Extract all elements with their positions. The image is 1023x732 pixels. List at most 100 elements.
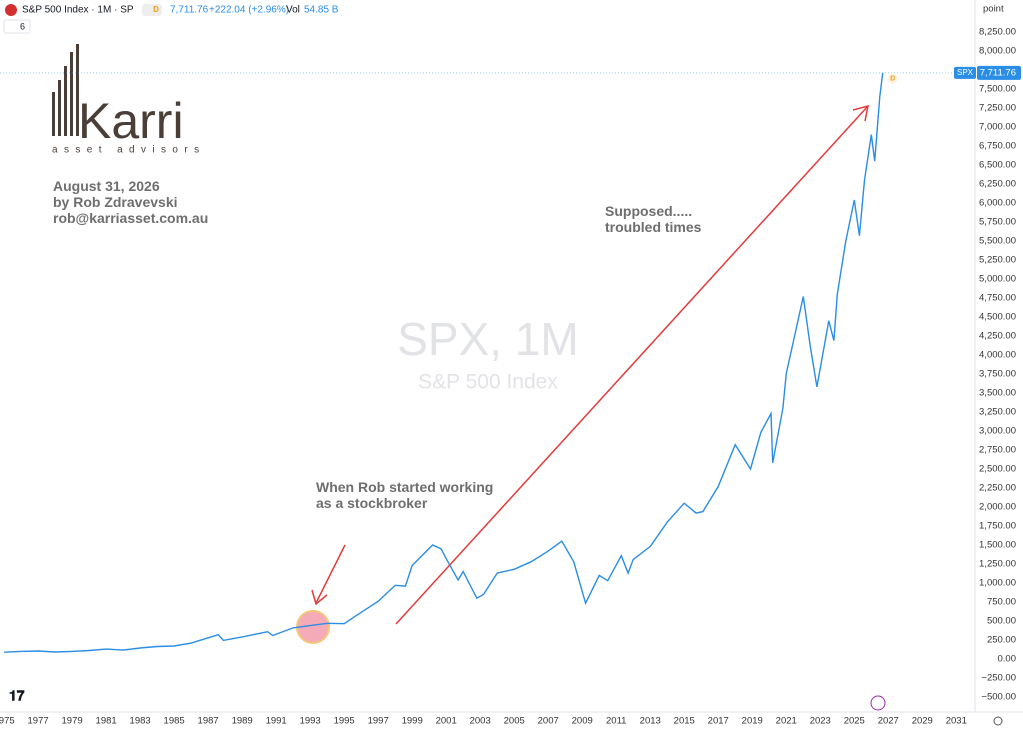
y-tick-label: 1,750.00 [979, 521, 1016, 532]
x-tick-label: 1989 [232, 716, 253, 727]
x-tick-label: 2029 [912, 716, 933, 727]
x-tick-label: 2017 [708, 716, 729, 727]
y-tick-label: 0.00 [998, 654, 1017, 665]
x-tick-label: 1975 [0, 716, 15, 727]
y-tick-label: 6,000.00 [979, 198, 1016, 209]
y-tick-label: 6,250.00 [979, 179, 1016, 190]
y-tick-label: 3,500.00 [979, 388, 1016, 399]
y-tick-label: 2,500.00 [979, 464, 1016, 475]
settings-icon[interactable] [993, 716, 1003, 726]
timeframe-badge: D [890, 76, 895, 83]
header-badge: D [153, 5, 159, 14]
watermark-symbol: SPX, 1M [397, 313, 579, 365]
x-tick-label: 1979 [62, 716, 83, 727]
annotation: by Rob Zdravevski [53, 194, 178, 210]
header-vol: 54.85 B [304, 5, 339, 16]
annotation: rob@karriasset.com.au [53, 210, 208, 226]
y-tick-label: 8,250.00 [979, 27, 1016, 38]
x-tick-label: 1983 [130, 716, 151, 727]
x-tick-label: 2031 [946, 716, 967, 727]
y-tick-label: 250.00 [987, 635, 1016, 646]
x-tick-label: 2003 [470, 716, 491, 727]
timeframe-badge-bg [887, 73, 898, 84]
x-tick-label: 1995 [334, 716, 355, 727]
y-tick-label: 5,000.00 [979, 274, 1016, 285]
x-tick-label: 1999 [402, 716, 423, 727]
price-axis-bg [975, 0, 1023, 732]
y-tick-label: 2,250.00 [979, 483, 1016, 494]
y-tick-label: 3,000.00 [979, 426, 1016, 437]
axis-unit: point [983, 4, 1004, 15]
x-tick-label: 2015 [674, 716, 695, 727]
header-title[interactable]: S&P 500 Index · 1M · SP [22, 5, 134, 16]
logo-name: Karri [78, 93, 184, 149]
header-price: 7,711.76 [170, 5, 209, 16]
annotation: When Rob started working [316, 479, 493, 495]
y-tick-label: 5,250.00 [979, 255, 1016, 266]
x-tick-label: 1977 [28, 716, 49, 727]
x-tick-label: 2001 [436, 716, 457, 727]
y-tick-label: −250.00 [981, 673, 1016, 684]
price-line [4, 72, 884, 653]
watermark-name: S&P 500 Index [418, 371, 558, 394]
indicators-button[interactable] [3, 19, 31, 34]
y-tick-label: 4,500.00 [979, 312, 1016, 323]
y-tick-label: 6,500.00 [979, 160, 1016, 171]
y-tick-label: 1,500.00 [979, 540, 1016, 551]
x-tick-label: 1985 [164, 716, 185, 727]
x-tick-label: 1997 [368, 716, 389, 727]
y-tick-label: 2,000.00 [979, 502, 1016, 513]
y-tick-label: 4,000.00 [979, 350, 1016, 361]
y-tick-label: 7,500.00 [979, 84, 1016, 95]
annotation: August 31, 2026 [53, 178, 160, 194]
price-label: 7,711.76 [980, 67, 1016, 78]
y-tick-label: 1,000.00 [979, 578, 1016, 589]
x-tick-label: 2021 [776, 716, 797, 727]
x-tick-label: 2019 [742, 716, 763, 727]
price-label-bg [977, 65, 1021, 80]
x-tick-label: 2023 [810, 716, 831, 727]
y-tick-label: 8,000.00 [979, 46, 1016, 57]
indicator-count: 6 [20, 21, 25, 31]
y-tick-label: 5,500.00 [979, 236, 1016, 247]
symbol-icon [5, 4, 17, 16]
y-tick-label: 1,250.00 [979, 559, 1016, 570]
y-tick-label: 6,750.00 [979, 141, 1016, 152]
logo-tagline: asset advisors [52, 145, 206, 156]
y-tick-label: 4,750.00 [979, 293, 1016, 304]
y-tick-label: 3,250.00 [979, 407, 1016, 418]
x-tick-label: 2025 [844, 716, 865, 727]
y-tick-label: 4,250.00 [979, 331, 1016, 342]
y-tick-label: 5,750.00 [979, 217, 1016, 228]
x-tick-label: 1981 [96, 716, 117, 727]
x-tick-label: 2027 [878, 716, 899, 727]
y-tick-label: 7,250.00 [979, 103, 1016, 114]
x-tick-label: 2013 [640, 716, 661, 727]
symbol-badge: SPX [957, 68, 974, 77]
header-vol-label: Vol [286, 5, 300, 16]
y-tick-label: 500.00 [987, 616, 1016, 627]
x-tick-label: 2007 [538, 716, 559, 727]
x-tick-label: 1991 [266, 716, 287, 727]
y-tick-label: 750.00 [987, 597, 1016, 608]
x-tick-label: 1987 [198, 716, 219, 727]
arrows [311, 104, 869, 625]
time-axis-bg [0, 712, 1023, 732]
y-tick-label: 2,750.00 [979, 445, 1016, 456]
lightning-icon[interactable] [870, 695, 886, 711]
x-tick-label: 2005 [504, 716, 525, 727]
symbol-badge-bg [954, 66, 976, 79]
x-tick-label: 2011 [606, 716, 626, 727]
tv-logo[interactable]: 𝟏𝟕 [9, 688, 25, 704]
x-tick-label: 1993 [300, 716, 321, 727]
annotation: Supposed..... [605, 203, 692, 219]
y-tick-label: −500.00 [981, 692, 1016, 703]
x-tick-label: 2009 [572, 716, 593, 727]
annotation: as a stockbroker [316, 495, 428, 511]
badge-bg [142, 4, 162, 16]
y-tick-label: 3,750.00 [979, 369, 1016, 380]
y-tick-label: 7,000.00 [979, 122, 1016, 133]
logo-bars [52, 44, 79, 136]
annotation: troubled times [605, 219, 702, 235]
